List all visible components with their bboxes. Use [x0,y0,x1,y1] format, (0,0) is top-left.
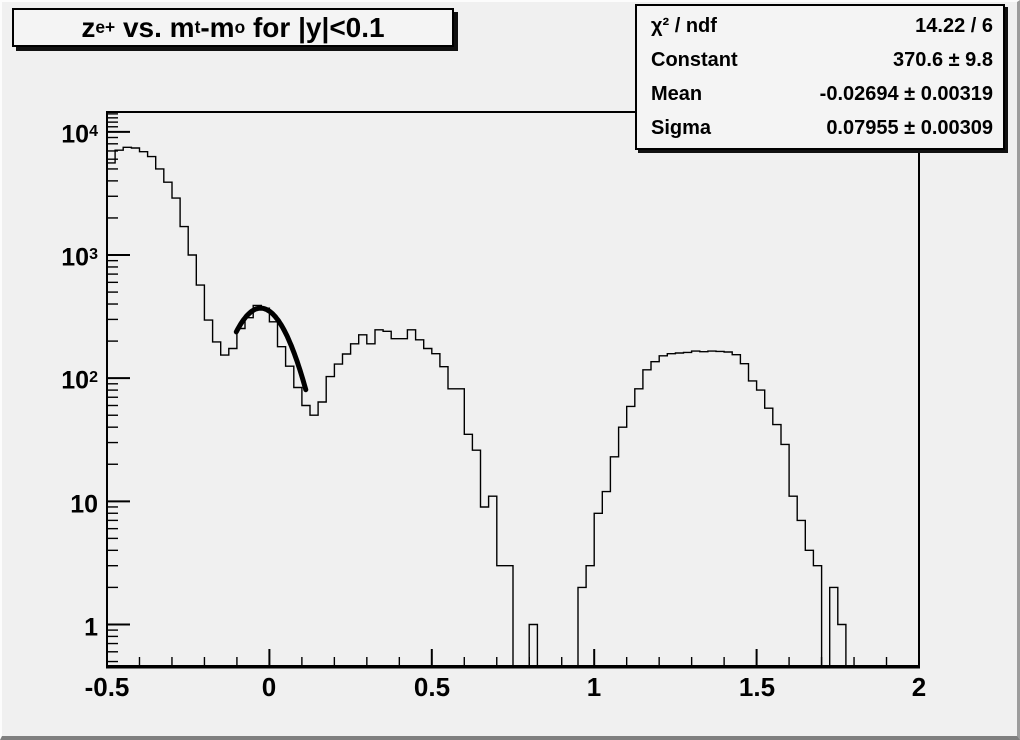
y-tick-label: 104 [61,120,98,149]
stats-label: Constant [651,48,738,71]
x-tick-label: 1 [586,672,602,702]
stats-value: 14.22 / 6 [915,14,993,37]
stats-label: Sigma [651,116,712,139]
title-text: z [81,11,96,43]
plot-frame [106,111,920,669]
stats-value: 0.07955 ± 0.00309 [826,116,993,139]
x-tick-label: 1.5 [738,672,776,702]
title-text: vs. m [115,11,195,43]
title-subscript: o [234,17,246,37]
histogram-line [107,146,919,667]
gaussian-fit-curve [233,305,309,393]
stats-row-chi2: χ² / ndf 14.22 / 6 [651,15,993,38]
y-tick-label: 102 [61,366,98,395]
x-tick-label: 0.5 [413,672,451,702]
stats-label: Mean [651,82,703,105]
y-tick-label: 1 [84,613,98,642]
stats-row-sigma: Sigma 0.07955 ± 0.00309 [651,117,993,140]
x-tick-label: -0.5 [84,672,130,702]
title-text: for |y|<0.1 [245,11,385,43]
x-tick-label: 2 [911,672,927,702]
stats-value: 370.6 ± 9.8 [893,48,993,71]
x-tick-label: 0 [261,672,277,702]
y-tick-label: 10 [70,490,98,519]
title-subscript: e+ [95,17,116,37]
stats-label: χ² / ndf [651,14,717,37]
stats-row-mean: Mean -0.02694 ± 0.00319 [651,83,993,106]
stats-value: -0.02694 ± 0.00319 [819,82,993,105]
stats-row-constant: Constant 370.6 ± 9.8 [651,49,993,72]
fit-stats-box: χ² / ndf 14.22 / 6 Constant 370.6 ± 9.8 … [635,4,1005,150]
title-text: -m [200,11,235,43]
plot-title: z e+ vs. m t -m o for |y|<0.1 [12,8,454,47]
y-tick-label: 103 [61,243,98,272]
title-subscript: t [194,17,201,37]
